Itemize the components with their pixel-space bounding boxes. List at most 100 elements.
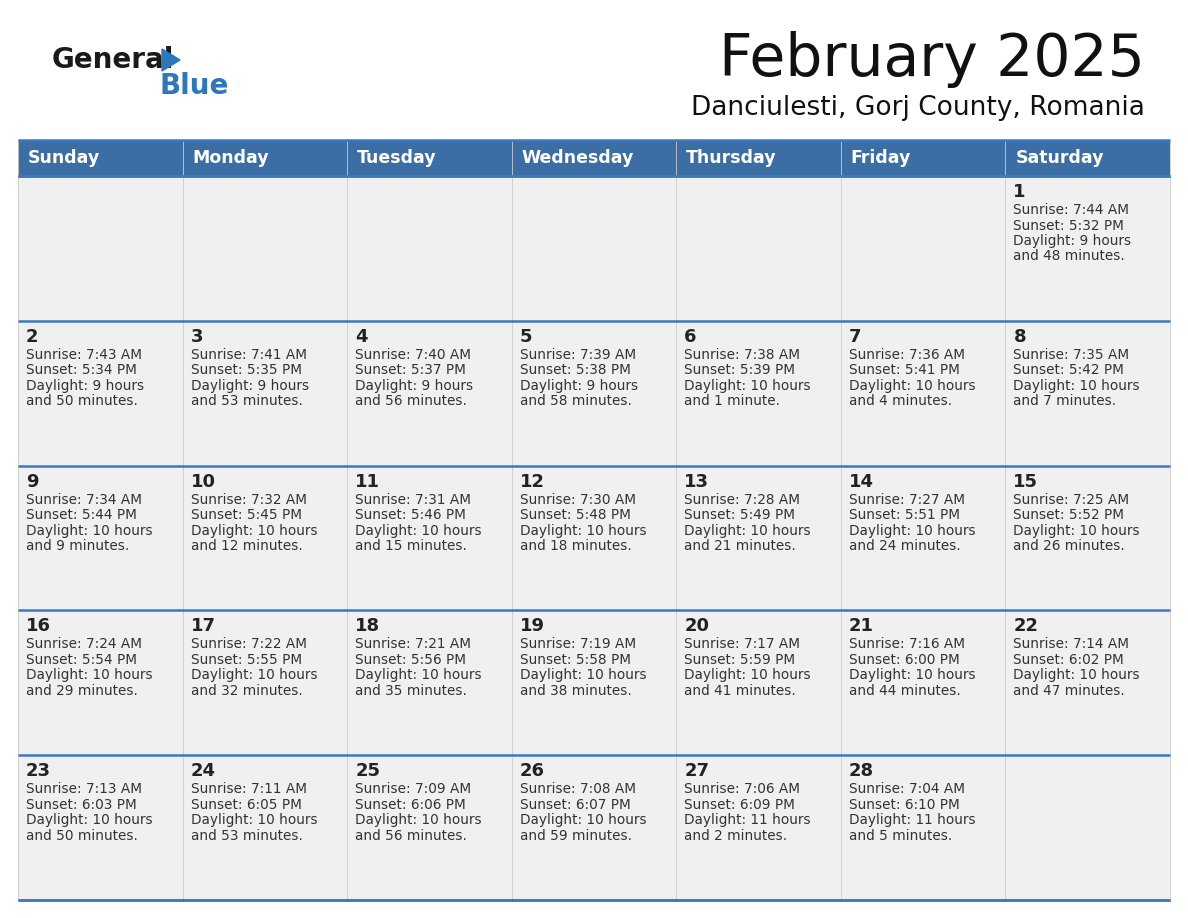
Bar	[676, 465, 841, 610]
Bar	[676, 756, 841, 900]
Text: Daylight: 10 hours: Daylight: 10 hours	[26, 668, 152, 682]
Text: Sunset: 5:55 PM: Sunset: 5:55 PM	[190, 653, 302, 666]
Bar	[18, 465, 183, 610]
Text: 20: 20	[684, 618, 709, 635]
Text: 27: 27	[684, 762, 709, 780]
Text: and 32 minutes.: and 32 minutes.	[190, 684, 302, 698]
Bar	[183, 465, 347, 610]
Bar	[512, 176, 676, 320]
Text: Sunset: 6:03 PM: Sunset: 6:03 PM	[26, 798, 137, 812]
Text: and 41 minutes.: and 41 minutes.	[684, 684, 796, 698]
Text: 1: 1	[1013, 183, 1026, 201]
Bar	[18, 756, 183, 900]
Text: Sunset: 5:35 PM: Sunset: 5:35 PM	[190, 364, 302, 377]
Text: Sunset: 5:32 PM: Sunset: 5:32 PM	[1013, 218, 1124, 232]
Text: Daylight: 9 hours: Daylight: 9 hours	[1013, 234, 1131, 248]
Bar	[676, 610, 841, 756]
Text: 5: 5	[519, 328, 532, 346]
Bar	[841, 610, 1005, 756]
Text: Sunrise: 7:09 AM: Sunrise: 7:09 AM	[355, 782, 472, 796]
Bar	[18, 610, 183, 756]
Text: 4: 4	[355, 328, 367, 346]
Text: 2: 2	[26, 328, 38, 346]
Text: Friday: Friday	[851, 149, 911, 167]
Text: Daylight: 10 hours: Daylight: 10 hours	[26, 523, 152, 538]
Text: 21: 21	[849, 618, 874, 635]
Text: 9: 9	[26, 473, 38, 490]
Text: Daylight: 10 hours: Daylight: 10 hours	[190, 523, 317, 538]
Bar	[676, 320, 841, 465]
Text: Sunrise: 7:36 AM: Sunrise: 7:36 AM	[849, 348, 965, 362]
Bar	[1005, 140, 1170, 176]
Text: Sunset: 5:45 PM: Sunset: 5:45 PM	[190, 508, 302, 522]
Bar	[183, 320, 347, 465]
Text: and 48 minutes.: and 48 minutes.	[1013, 250, 1125, 263]
Bar	[18, 176, 183, 320]
Text: Sunset: 5:34 PM: Sunset: 5:34 PM	[26, 364, 137, 377]
Text: Sunset: 5:54 PM: Sunset: 5:54 PM	[26, 653, 137, 666]
Bar	[183, 610, 347, 756]
Text: Daylight: 10 hours: Daylight: 10 hours	[684, 379, 811, 393]
Text: Danciulesti, Gorj County, Romania: Danciulesti, Gorj County, Romania	[691, 95, 1145, 121]
Text: Sunrise: 7:24 AM: Sunrise: 7:24 AM	[26, 637, 143, 652]
Text: Sunset: 6:02 PM: Sunset: 6:02 PM	[1013, 653, 1124, 666]
Bar	[347, 320, 512, 465]
Text: Sunrise: 7:06 AM: Sunrise: 7:06 AM	[684, 782, 801, 796]
Text: 19: 19	[519, 618, 545, 635]
Text: 7: 7	[849, 328, 861, 346]
Text: and 9 minutes.: and 9 minutes.	[26, 539, 129, 554]
Text: Sunrise: 7:21 AM: Sunrise: 7:21 AM	[355, 637, 472, 652]
Text: and 59 minutes.: and 59 minutes.	[519, 829, 632, 843]
Bar	[1005, 610, 1170, 756]
Text: General: General	[52, 46, 175, 74]
Text: Sunrise: 7:22 AM: Sunrise: 7:22 AM	[190, 637, 307, 652]
Text: and 15 minutes.: and 15 minutes.	[355, 539, 467, 554]
Text: Sunset: 5:48 PM: Sunset: 5:48 PM	[519, 508, 631, 522]
Text: 15: 15	[1013, 473, 1038, 490]
Text: Daylight: 10 hours: Daylight: 10 hours	[519, 523, 646, 538]
Text: Sunrise: 7:14 AM: Sunrise: 7:14 AM	[1013, 637, 1130, 652]
Text: Sunset: 6:09 PM: Sunset: 6:09 PM	[684, 798, 795, 812]
Text: Sunset: 6:05 PM: Sunset: 6:05 PM	[190, 798, 302, 812]
Text: Saturday: Saturday	[1016, 149, 1104, 167]
Text: 23: 23	[26, 762, 51, 780]
Bar	[1005, 465, 1170, 610]
Text: and 53 minutes.: and 53 minutes.	[190, 829, 303, 843]
Text: Daylight: 10 hours: Daylight: 10 hours	[684, 668, 811, 682]
Text: Sunset: 5:41 PM: Sunset: 5:41 PM	[849, 364, 960, 377]
Text: Sunrise: 7:41 AM: Sunrise: 7:41 AM	[190, 348, 307, 362]
Text: and 50 minutes.: and 50 minutes.	[26, 829, 138, 843]
Text: Sunrise: 7:44 AM: Sunrise: 7:44 AM	[1013, 203, 1130, 217]
Text: Blue: Blue	[160, 72, 229, 100]
Text: Sunset: 6:07 PM: Sunset: 6:07 PM	[519, 798, 631, 812]
Text: and 5 minutes.: and 5 minutes.	[849, 829, 952, 843]
Text: 17: 17	[190, 618, 215, 635]
Text: Sunset: 5:56 PM: Sunset: 5:56 PM	[355, 653, 466, 666]
Text: Sunrise: 7:39 AM: Sunrise: 7:39 AM	[519, 348, 636, 362]
Bar	[183, 756, 347, 900]
Bar	[18, 320, 183, 465]
Text: Sunrise: 7:32 AM: Sunrise: 7:32 AM	[190, 493, 307, 507]
Bar	[1005, 756, 1170, 900]
Text: Daylight: 10 hours: Daylight: 10 hours	[849, 668, 975, 682]
Text: Daylight: 10 hours: Daylight: 10 hours	[355, 813, 482, 827]
Bar	[18, 140, 183, 176]
Text: and 7 minutes.: and 7 minutes.	[1013, 395, 1117, 409]
Text: and 58 minutes.: and 58 minutes.	[519, 395, 632, 409]
Text: Sunset: 6:00 PM: Sunset: 6:00 PM	[849, 653, 960, 666]
Text: Sunrise: 7:38 AM: Sunrise: 7:38 AM	[684, 348, 801, 362]
Text: Daylight: 9 hours: Daylight: 9 hours	[355, 379, 473, 393]
Text: Tuesday: Tuesday	[358, 149, 437, 167]
Text: 3: 3	[190, 328, 203, 346]
Text: Sunset: 6:10 PM: Sunset: 6:10 PM	[849, 798, 960, 812]
Text: Sunset: 5:44 PM: Sunset: 5:44 PM	[26, 508, 137, 522]
Bar	[347, 176, 512, 320]
Text: Daylight: 11 hours: Daylight: 11 hours	[849, 813, 975, 827]
Text: and 12 minutes.: and 12 minutes.	[190, 539, 302, 554]
Text: 24: 24	[190, 762, 215, 780]
Text: and 29 minutes.: and 29 minutes.	[26, 684, 138, 698]
Bar	[1005, 320, 1170, 465]
Text: and 35 minutes.: and 35 minutes.	[355, 684, 467, 698]
Text: and 44 minutes.: and 44 minutes.	[849, 684, 961, 698]
Bar	[676, 140, 841, 176]
